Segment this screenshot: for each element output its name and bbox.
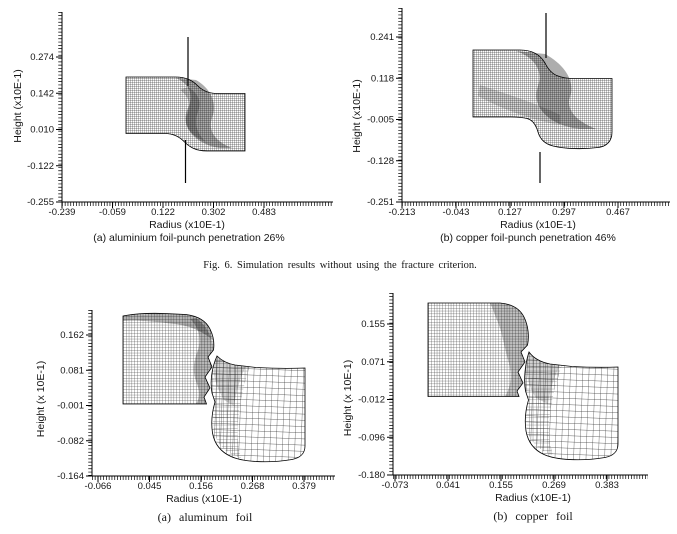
y-tick-label: -0.122 [27, 161, 54, 172]
lower-dense-wedge [211, 356, 250, 458]
mesh-upper-piece [427, 302, 529, 397]
y-tick-label: -0.180 [358, 470, 385, 481]
y-axis-label: Height (x10E-1) [12, 69, 24, 143]
x-tick-label: 0.269 [542, 480, 566, 491]
mid-band-overlay [478, 85, 560, 125]
lower-shear-shade [213, 356, 246, 406]
x-tick-label: 0.156 [189, 481, 213, 492]
figure-caption: Fig. 6. Simulation results without using… [203, 260, 477, 271]
x-tick-label: -0.043 [443, 207, 470, 218]
x-axis-label: Radius (x10E-1) [166, 493, 242, 505]
lower-shear-shade [526, 352, 560, 404]
y-tick-label: 0.142 [30, 88, 54, 99]
plot-aluminium-26: 0.274 0.142 0.010 -0.122 -0.255 -0.239 -… [12, 12, 333, 244]
shear-band-overlay [516, 51, 596, 129]
subplot-caption: (b) copper foil-punch penetration 46% [440, 232, 616, 244]
x-tick-label: 0.297 [552, 207, 576, 218]
x-tick-label: -0.213 [389, 207, 416, 218]
y-tick-label: -0.128 [367, 156, 394, 167]
mesh-copper-foil [427, 302, 619, 461]
x-tick-label: -0.066 [85, 481, 112, 492]
plot-copper-46: 0.241 0.118 -0.005 -0.128 -0.251 -0.213 … [351, 8, 670, 244]
x-tick-label: 0.302 [202, 207, 226, 218]
x-tick-label: -0.073 [382, 480, 409, 491]
x-major-ticks [394, 475, 608, 481]
mesh-aluminium-26 [125, 37, 246, 183]
x-tick-labels: -0.066 0.045 0.156 0.268 0.379 [85, 481, 316, 492]
y-tick-label: 0.155 [361, 319, 385, 330]
x-tick-label: 0.383 [595, 480, 619, 491]
x-major-ticks [61, 202, 265, 208]
y-major-ticks [387, 323, 393, 476]
x-tick-label: -0.239 [49, 207, 76, 218]
x-tick-label: 0.467 [606, 207, 630, 218]
y-major-ticks [396, 36, 402, 203]
lower-dense-wedge [524, 352, 562, 456]
y-axis-label: Height (x 10E-1) [342, 360, 354, 436]
y-major-ticks [56, 56, 62, 203]
plot-copper-foil: 0.155 0.071 -0.012 -0.096 -0.180 -0.073 … [342, 293, 648, 523]
mesh-copper-46 [472, 13, 613, 183]
y-tick-label: 0.274 [30, 52, 54, 63]
y-axis-label: Height (x 10E-1) [35, 361, 47, 437]
x-tick-label: 0.155 [489, 480, 513, 491]
x-major-ticks [401, 202, 619, 208]
y-tick-labels: 0.241 0.118 -0.005 -0.128 -0.251 [367, 32, 394, 208]
y-tick-labels: 0.274 0.142 0.010 -0.122 -0.255 [27, 52, 54, 208]
x-tick-label: 0.379 [292, 481, 316, 492]
x-major-ticks [97, 476, 305, 482]
y-tick-label: 0.081 [60, 365, 84, 376]
subplot-caption: (a) aluminium foil-punch penetration 26% [93, 232, 284, 244]
y-tick-label: -0.012 [358, 395, 385, 406]
y-tick-label: 0.241 [370, 32, 394, 43]
y-tick-label: -0.005 [367, 115, 394, 126]
x-tick-label: 0.041 [436, 480, 460, 491]
y-axis-label: Height (x10E-1) [351, 79, 363, 153]
x-tick-label: 0.483 [252, 207, 276, 218]
x-tick-labels: -0.213 -0.043 0.127 0.297 0.467 [389, 207, 630, 218]
x-tick-labels: -0.073 0.041 0.155 0.269 0.383 [382, 480, 619, 491]
x-tick-label: 0.045 [138, 481, 162, 492]
upper-right-dark-overlay [490, 303, 529, 397]
y-tick-labels: 0.155 0.071 -0.012 -0.096 -0.180 [358, 319, 385, 481]
x-axis-label: Radius (x10E-1) [149, 219, 225, 231]
y-tick-label: 0.162 [60, 330, 84, 341]
x-tick-label: 0.122 [151, 207, 175, 218]
subplot-caption: (a) aluminum foil [158, 510, 253, 524]
x-tick-label: 0.268 [241, 481, 265, 492]
mesh-upper-piece [122, 312, 215, 405]
y-major-ticks [86, 334, 92, 477]
x-tick-label: 0.127 [498, 207, 522, 218]
mesh-aluminum-foil [122, 312, 306, 463]
y-tick-label: 0.010 [30, 125, 54, 136]
y-tick-label: -0.096 [358, 432, 385, 443]
y-tick-label: -0.164 [57, 471, 84, 482]
mesh-sheet [125, 76, 246, 152]
shear-band-overlay-inner [180, 87, 206, 142]
y-tick-label: 0.118 [371, 73, 394, 84]
y-tick-labels: 0.162 0.081 -0.001 -0.082 -0.164 [57, 330, 84, 482]
shear-band-overlay [176, 78, 232, 148]
x-tick-labels: -0.239 -0.059 0.122 0.302 0.483 [49, 207, 276, 218]
subplot-caption: (b) copper foil [493, 509, 573, 523]
upper-shear-overlay [190, 318, 214, 404]
y-tick-label: 0.071 [361, 357, 385, 368]
x-axis-label: Radius (x10E-1) [495, 492, 571, 504]
y-tick-label: -0.001 [57, 401, 84, 412]
upper-top-dark-overlay [123, 313, 213, 340]
plot-aluminum-foil: 0.162 0.081 -0.001 -0.082 -0.164 -0.066 … [35, 310, 335, 524]
x-tick-label: -0.059 [99, 207, 126, 218]
y-tick-label: -0.251 [367, 197, 394, 208]
mesh-sheet [472, 49, 613, 150]
y-tick-label: -0.082 [57, 436, 84, 447]
y-tick-label: -0.255 [27, 197, 54, 208]
x-axis-label: Radius (x10E-1) [500, 219, 576, 231]
